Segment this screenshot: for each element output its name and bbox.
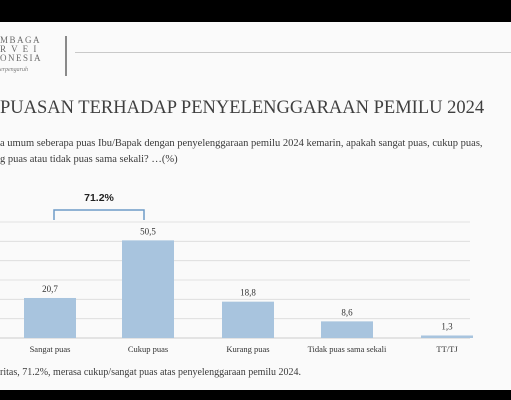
bracket-line — [53, 209, 145, 220]
bar-cukup-puas — [122, 240, 174, 338]
bar-value-label: 50,5 — [140, 226, 156, 236]
logo-line-3: ONESIA — [0, 53, 42, 63]
bracket-label: 71.2% — [84, 192, 114, 204]
logo-tagline: erpengaruh — [0, 67, 28, 73]
bar-tt-tj — [421, 335, 473, 338]
question-line-2: g puas atau tidak puas sama sekali? …(%) — [0, 154, 178, 165]
category-label: Kurang puas — [226, 344, 269, 354]
bar-tidak-puas-sama-sekali — [321, 321, 373, 338]
bar-kurang-puas — [222, 301, 274, 338]
header-rule — [75, 52, 511, 53]
survey-institute-logo: MBAGA R V E I ONESIA — [0, 36, 42, 63]
satisfaction-bar-chart: 20,7 Sangat puas 50,5 Cukup puas 18,8 Kurang … — [0, 192, 473, 354]
page-title: PUASAN TERHADAP PENYELENGGARAAN PEMILU 2… — [0, 98, 485, 118]
category-label: Tidak puas sama sekali — [308, 344, 387, 354]
chart-footnote: ritas, 71.2%, merasa cukup/sangat puas a… — [0, 367, 302, 378]
category-label: TT/TJ — [436, 344, 458, 354]
bar-value-label: 20,7 — [42, 284, 58, 294]
bar-value-label: 8,6 — [341, 307, 353, 317]
logo-divider — [65, 36, 67, 76]
bar-value-label: 1,3 — [441, 321, 453, 331]
bar-value-label: 18,8 — [240, 288, 256, 298]
bar-sangat-puas — [24, 297, 76, 338]
question-line-1: a umum seberapa puas Ibu/Bapak dengan pe… — [0, 138, 483, 149]
category-label: Sangat puas — [30, 344, 71, 354]
category-label: Cukup puas — [128, 344, 168, 354]
slide-page: MBAGA R V E I ONESIA erpengaruh PUASAN T… — [0, 22, 511, 390]
logo-line-1: MBAGA — [0, 35, 42, 45]
survey-question: a umum seberapa puas Ibu/Bapak dengan pe… — [0, 136, 483, 168]
logo-line-2: R V E I — [0, 44, 38, 54]
